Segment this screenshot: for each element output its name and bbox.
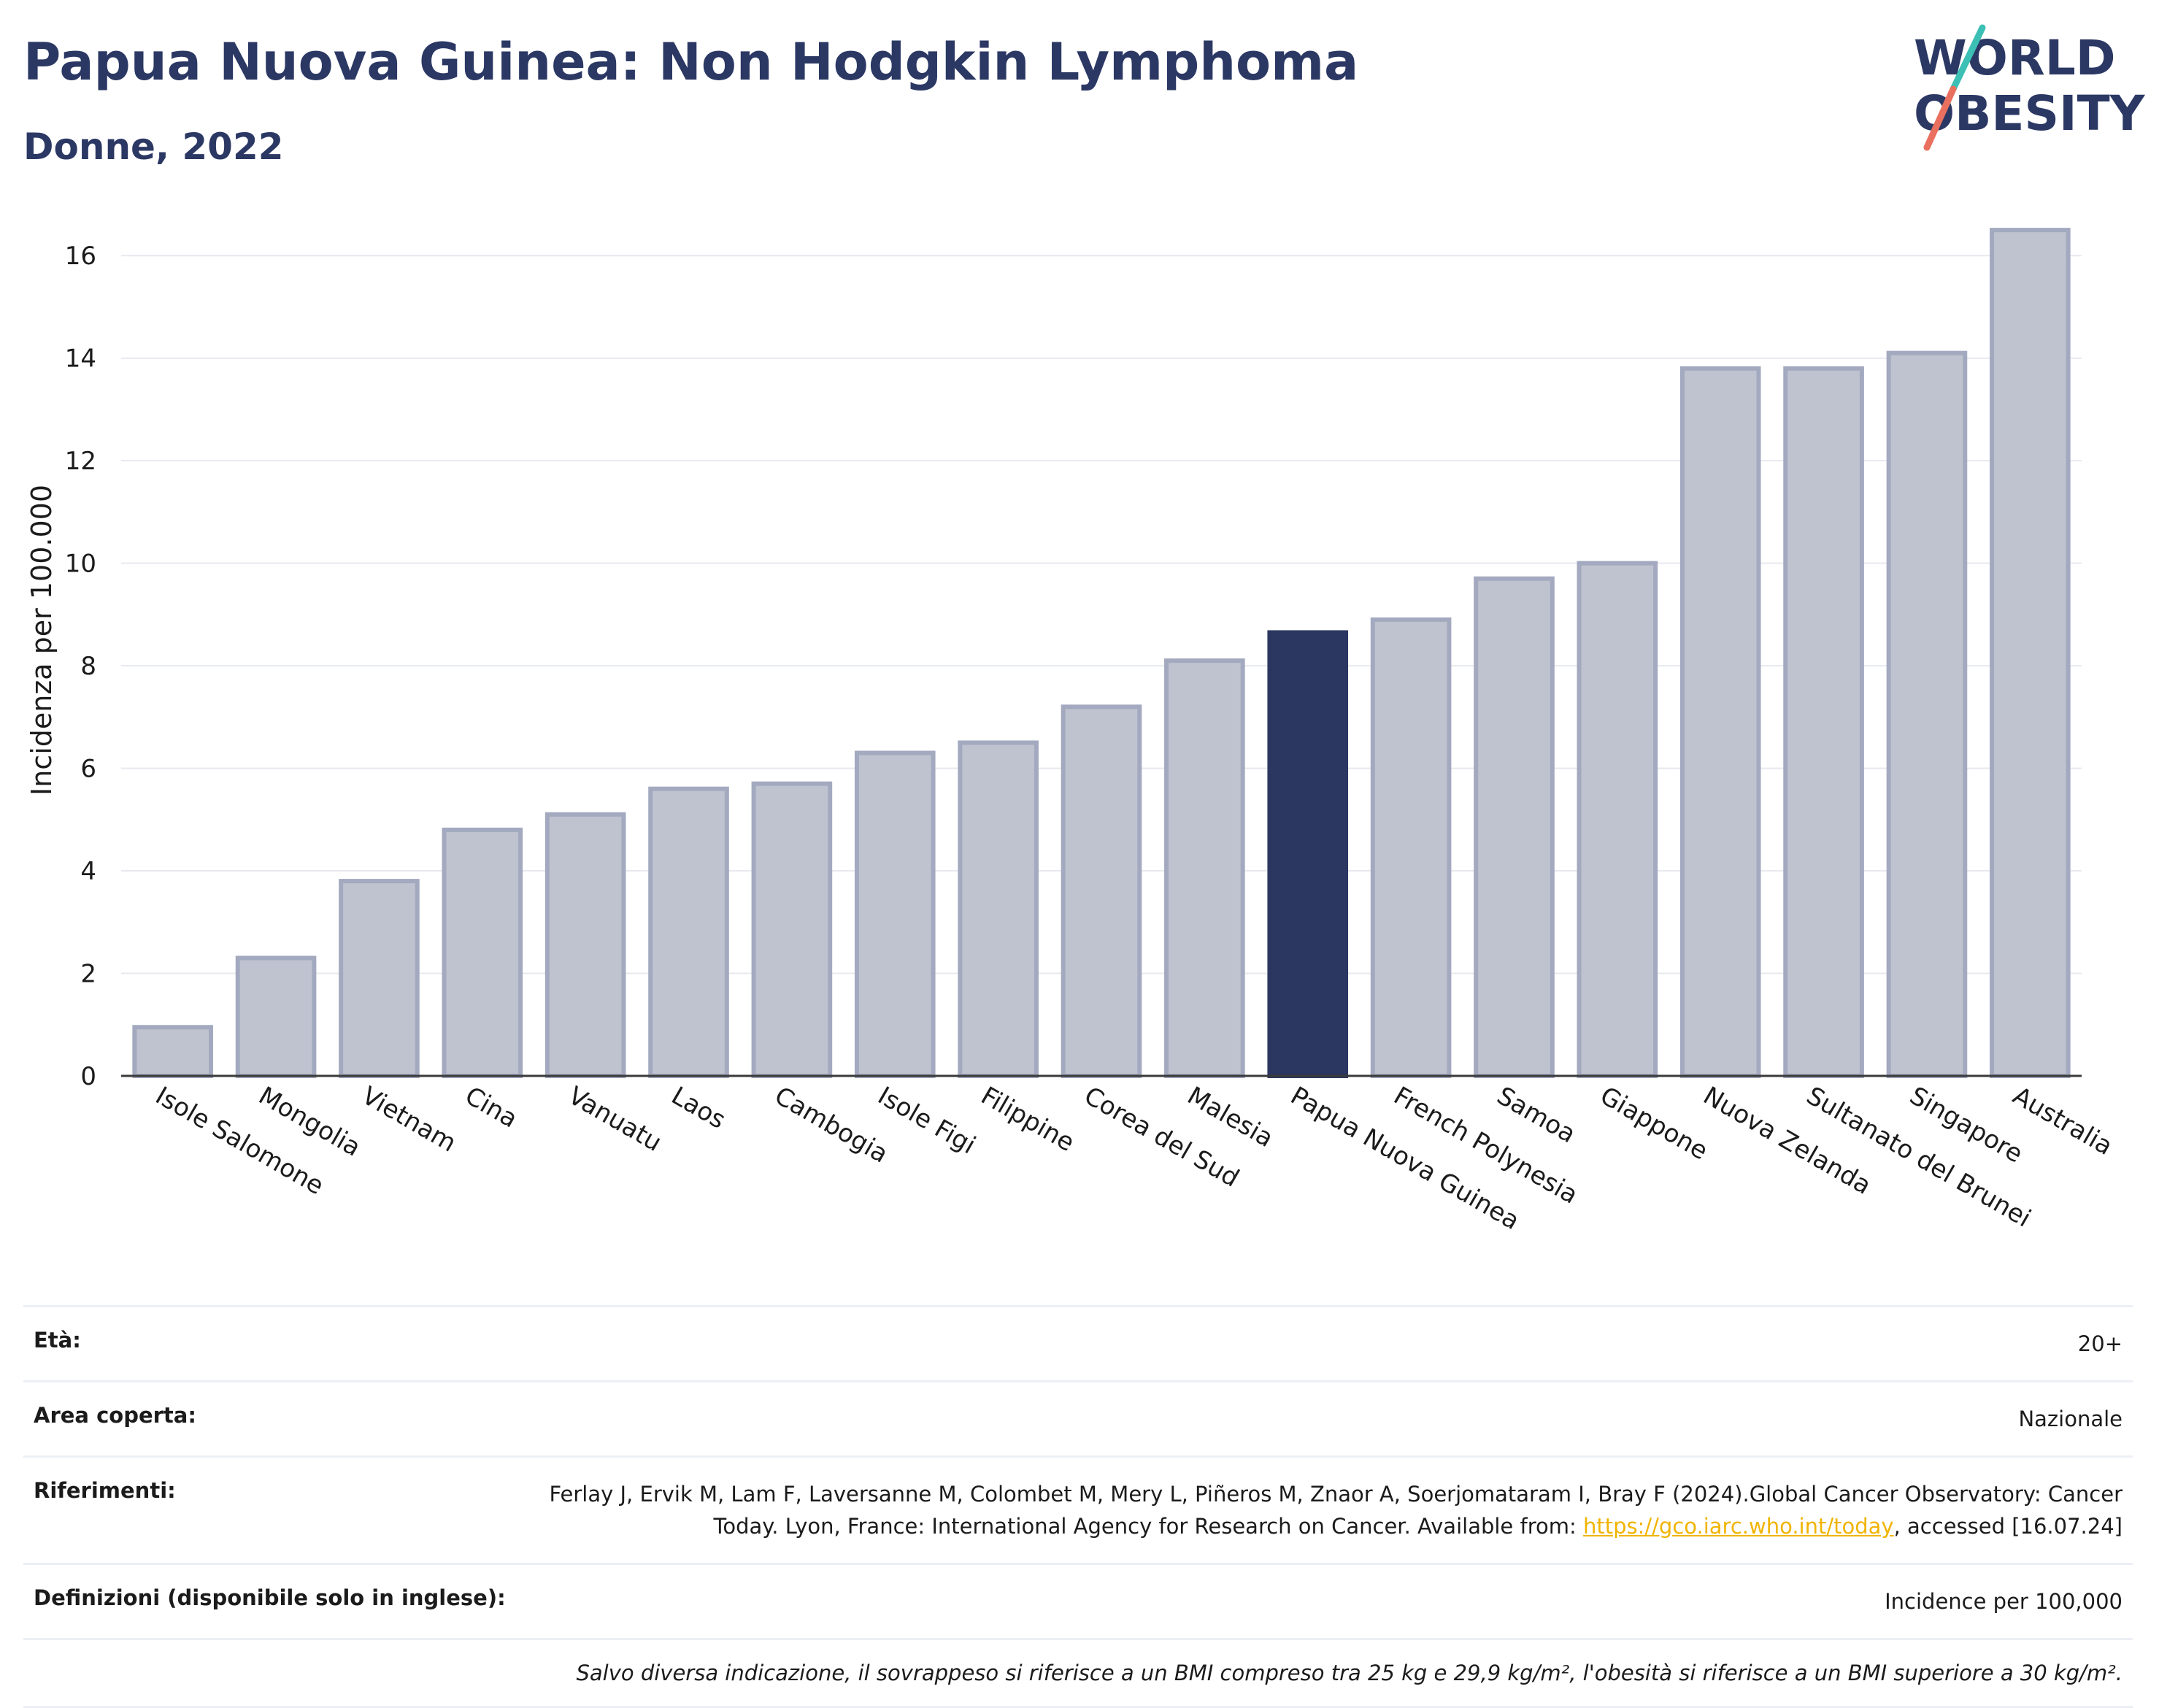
info-row-references: Riferimenti: Ferlay J, Ervik M, Lam F, L… [23,1455,2133,1563]
x-tick-label: Cina [460,1081,522,1134]
bar [1577,561,1658,1079]
bar [544,812,626,1078]
area-value: Nazionale [2018,1407,2123,1431]
logo-slash-teal [1950,24,1986,93]
y-tick-label: 10 [65,550,96,579]
y-tick-label: 2 [80,960,96,989]
references-link[interactable]: https://gco.iarc.who.int/today [1582,1514,1894,1539]
age-value: 20+ [2077,1331,2123,1356]
y-tick-label: 6 [80,755,96,784]
y-tick-label: 8 [80,652,96,681]
bar [1061,704,1142,1079]
bar [958,740,1039,1078]
bar [132,1025,213,1079]
bar [1990,228,2071,1078]
y-axis-title: Incidenza per 100.000 [26,485,58,796]
x-tick-label: Giappone [1595,1081,1712,1166]
bar [1679,366,1761,1079]
x-tick-label: Cambogia [769,1081,893,1169]
bar [1267,630,1349,1078]
definitions-value: Incidence per 100,000 [1885,1589,2123,1614]
bar [1370,617,1452,1078]
bar [339,879,420,1078]
area-label: Area coperta: [34,1403,196,1428]
y-tick-label: 4 [80,857,96,886]
y-tick-label: 12 [65,447,96,476]
bar [1886,350,1968,1078]
y-tick-label: 14 [65,345,96,374]
y-tick-label: 0 [80,1062,96,1091]
logo-slash-coral [1923,85,1957,151]
info-row-age: Età: 20+ [23,1305,2133,1380]
x-tick-label: Nuova Zelanda [1698,1081,1876,1201]
info-row-definitions: Definizioni (disponibile solo in inglese… [23,1563,2133,1638]
logo-text-world: WORLD [1914,30,2116,86]
bar [1783,366,1864,1079]
chart-subtitle: Donne, 2022 [23,126,284,168]
x-tick-label: Isole Salomone [150,1081,328,1201]
world-obesity-logo: WORLD OBESITY [1914,24,2146,151]
age-label: Età: [34,1328,81,1353]
chart-title: Papua Nuova Guinea: Non Hodgkin Lymphoma [23,32,1359,92]
references-value: Ferlay J, Ervik M, Lam F, Laversanne M, … [517,1478,2123,1542]
references-accessed: , accessed [16.07.24] [1893,1514,2123,1539]
bar [648,786,729,1079]
x-tick-label: Samoa [1492,1081,1580,1149]
bar [751,781,833,1078]
x-tick-label: Laos [666,1081,731,1135]
x-tick-label: Filippine [976,1081,1080,1158]
bar [235,955,317,1079]
bar [854,750,936,1078]
bar [1164,658,1245,1078]
info-row-area: Area coperta: Nazionale [23,1380,2133,1455]
y-tick-label: 16 [65,242,96,271]
references-text: Ferlay J, Ervik M, Lam F, Laversanne M, … [549,1482,2123,1539]
info-table: Età: 20+ Area coperta: Nazionale Riferim… [23,1305,2133,1708]
x-tick-label: Vanuatu [563,1081,666,1158]
bar [442,827,523,1079]
bmi-note: Salvo diversa indicazione, il sovrappeso… [23,1638,2133,1708]
references-label: Riferimenti: [34,1478,176,1503]
x-tick-label: Vietnam [357,1081,461,1158]
definitions-label: Definizioni (disponibile solo in inglese… [34,1585,506,1610]
bar [1474,576,1555,1078]
